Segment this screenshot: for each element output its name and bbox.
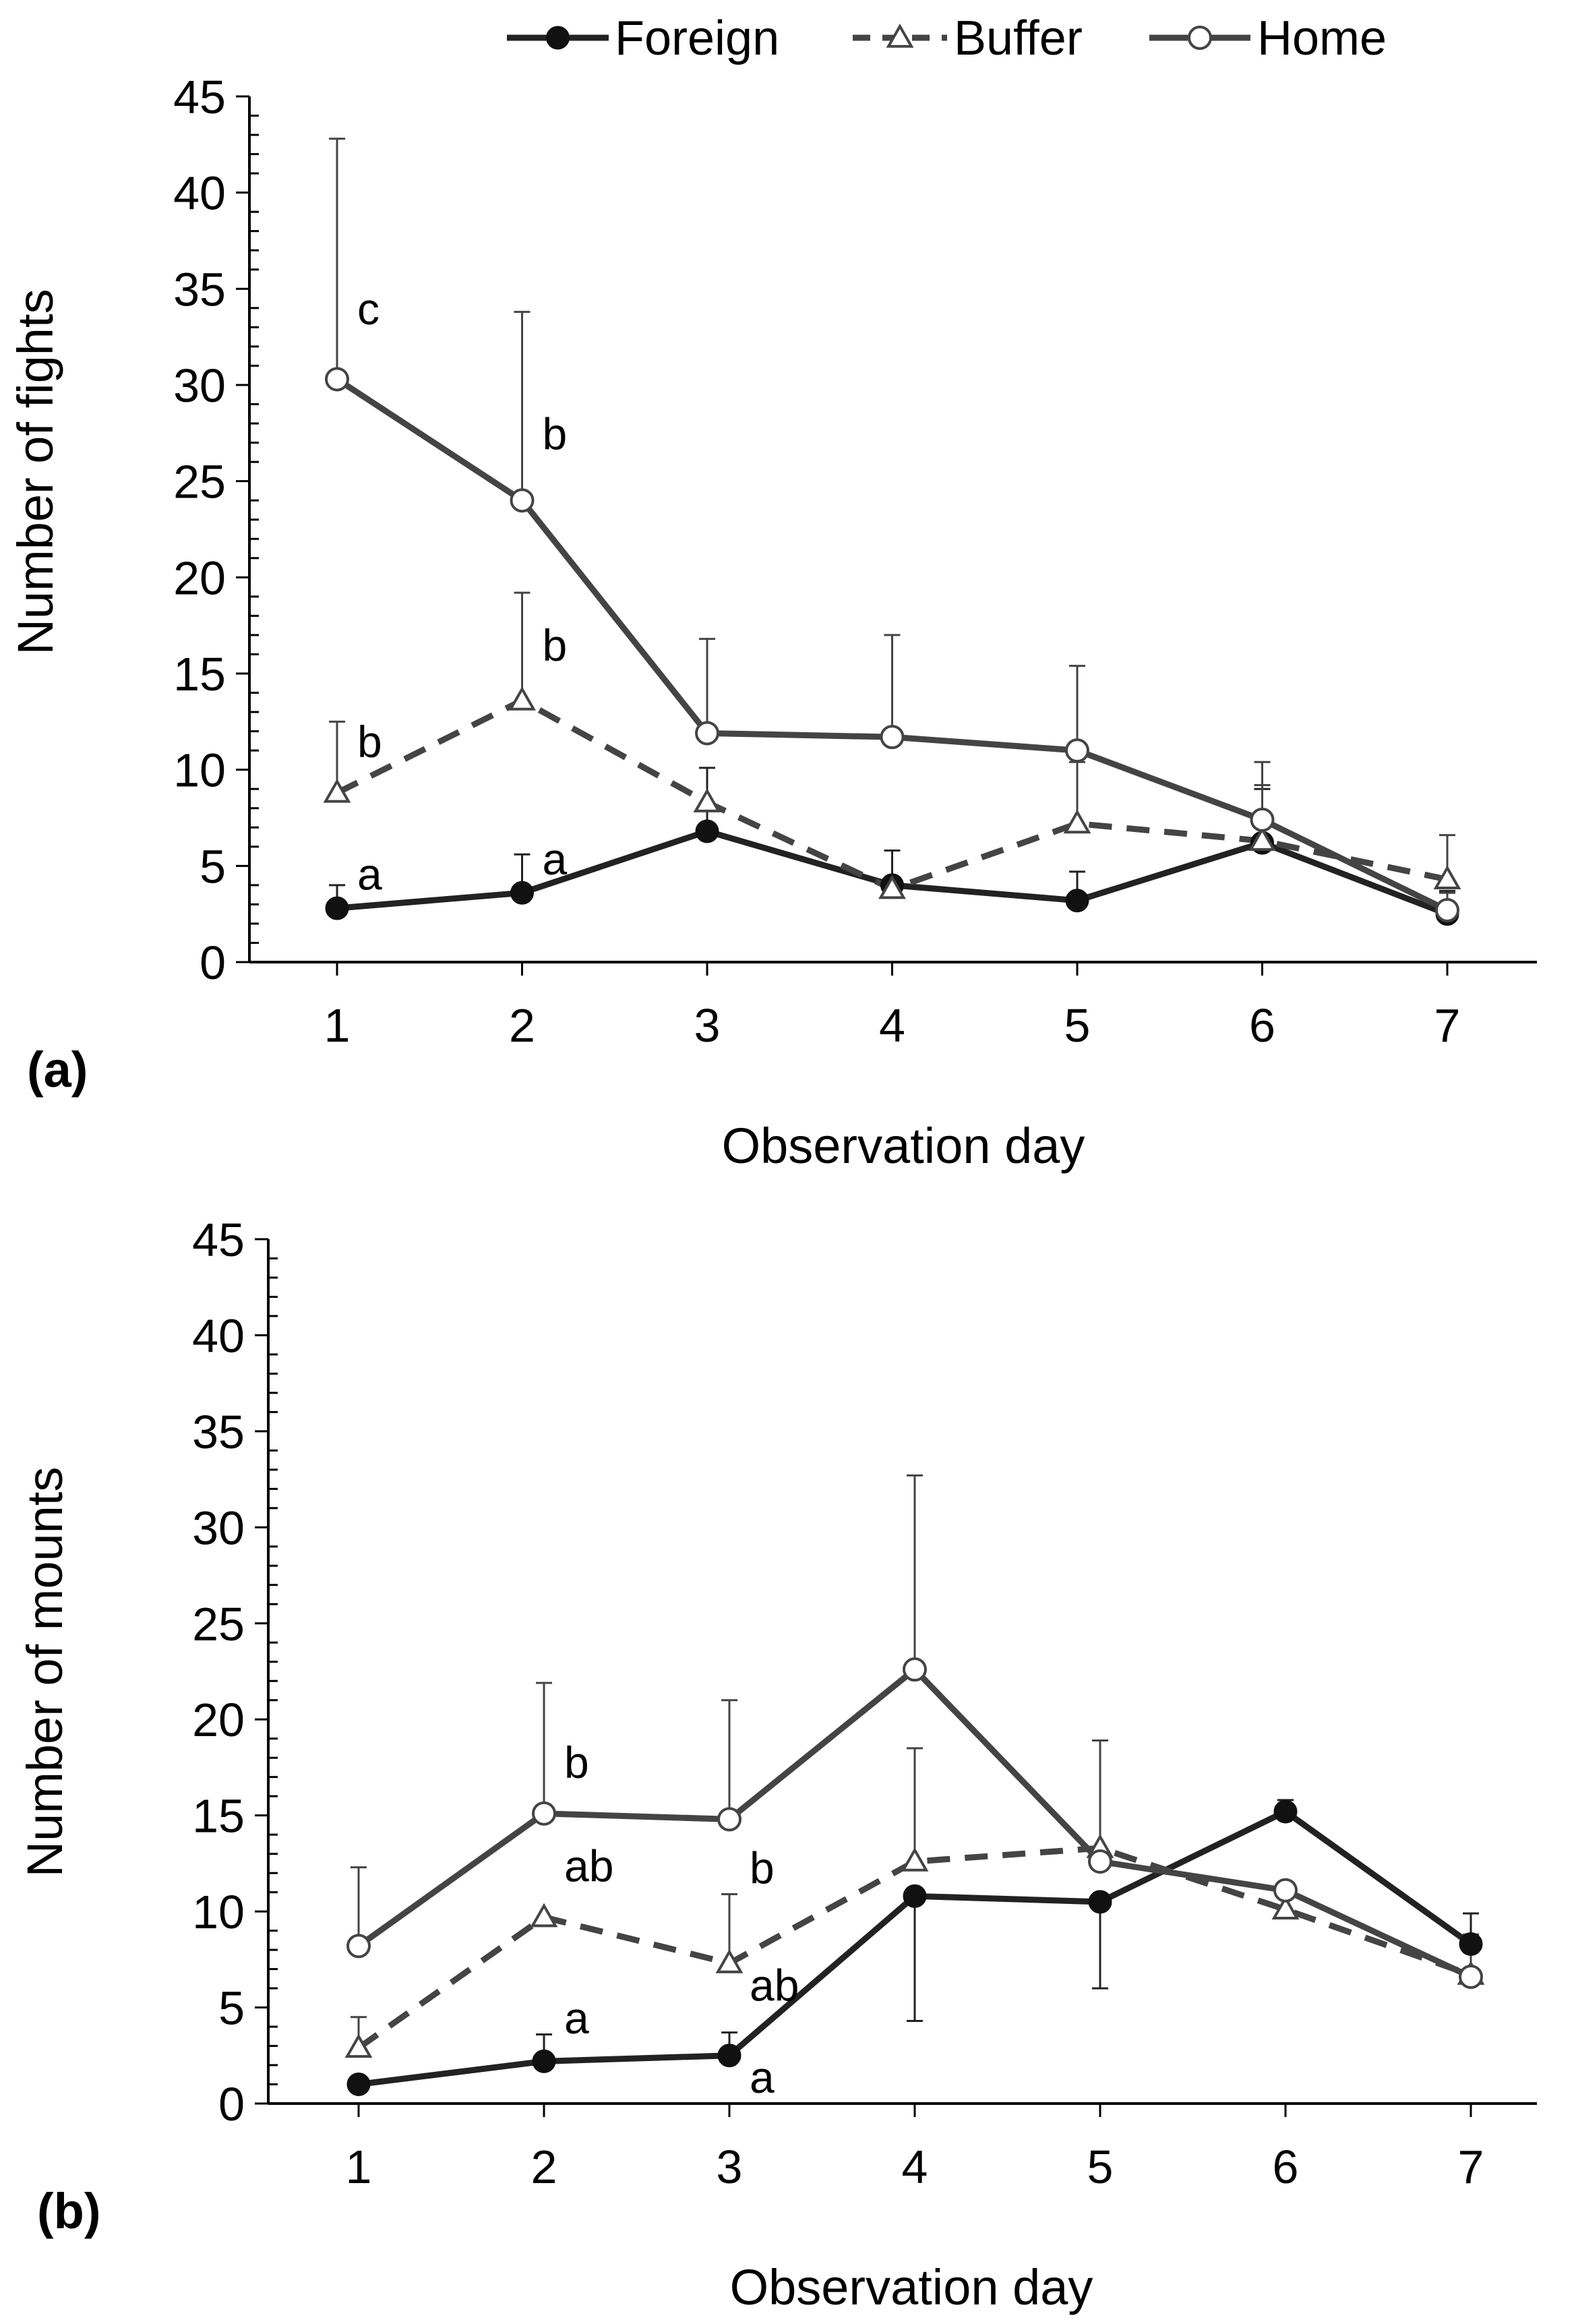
significance-letter: c [357, 284, 380, 334]
x-tick-label: 7 [1458, 2141, 1484, 2193]
y-axis-title: Number of fights [7, 289, 63, 655]
legend-label-foreign: Foreign [615, 11, 779, 65]
y-tick-label: 40 [192, 1309, 245, 1362]
y-tick-label: 25 [173, 456, 226, 508]
legend: Foreign Buffer Home [507, 11, 1387, 65]
y-tick-label: 45 [173, 71, 226, 123]
data-point-buffer [715, 1948, 744, 1973]
panel-label: (a) [27, 1042, 88, 1098]
significance-letter: a [543, 834, 568, 884]
data-point-home [532, 1801, 556, 1826]
y-tick-label: 35 [173, 263, 226, 316]
x-tick-label: 3 [717, 2141, 743, 2193]
y-tick-label: 5 [200, 840, 226, 893]
data-point-home [880, 725, 905, 750]
y-tick-label: 15 [173, 648, 226, 701]
significance-letter: ab [564, 1841, 613, 1891]
data-point-home [346, 1934, 371, 1959]
x-tick-label: 1 [346, 2141, 372, 2193]
significance-letter: b [750, 1843, 775, 1893]
data-point-home [325, 367, 349, 392]
x-tick-label: 5 [1087, 2141, 1114, 2193]
data-point-buffer [878, 874, 906, 899]
data-point-buffer [901, 1847, 929, 1872]
significance-letter: b [564, 1737, 589, 1787]
data-point-home [1250, 807, 1275, 832]
x-tick-label: 6 [1273, 2141, 1299, 2193]
data-point-buffer [1271, 1895, 1300, 1920]
significance-letter: a [357, 850, 382, 899]
data-point-foreign [903, 1884, 927, 1908]
y-tick-label: 45 [192, 1214, 245, 1266]
x-tick-label: 2 [531, 2141, 557, 2193]
data-point-home [1065, 738, 1089, 763]
data-point-home [717, 1807, 741, 1832]
y-tick-label: 20 [192, 1694, 245, 1746]
x-axis-title: Observation day [730, 2259, 1093, 2315]
y-tick-label: 15 [192, 1790, 245, 1843]
legend-marker-home [1188, 26, 1212, 50]
data-point-buffer [1248, 827, 1276, 851]
x-tick-label: 5 [1064, 999, 1091, 1052]
y-tick-label: 40 [173, 167, 226, 220]
legend-marker-buffer [886, 23, 914, 48]
data-point-buffer [693, 788, 721, 812]
data-point-foreign [1065, 889, 1089, 913]
significance-letter: a [750, 2052, 775, 2102]
y-tick-label: 10 [173, 744, 226, 797]
data-point-buffer [323, 778, 351, 803]
data-point-foreign [532, 2049, 556, 2073]
data-point-buffer [1063, 809, 1091, 834]
significance-letter: b [543, 409, 568, 458]
significance-letter: a [564, 1993, 589, 2043]
panel-label: (b) [37, 2183, 101, 2239]
data-point-foreign [1088, 1890, 1112, 1914]
x-axis-title: Observation day [722, 1118, 1085, 1174]
y-axis-title: Number of mounts [17, 1467, 73, 1878]
data-point-home [1435, 897, 1459, 922]
y-tick-label: 35 [192, 1406, 245, 1458]
y-tick-label: 30 [173, 359, 226, 412]
data-point-foreign [1273, 1799, 1298, 1824]
data-point-foreign [717, 2044, 741, 2068]
data-point-foreign [346, 2073, 371, 2097]
data-point-buffer [1433, 865, 1461, 890]
x-tick-label: 3 [694, 999, 721, 1052]
y-tick-label: 30 [192, 1501, 245, 1554]
x-tick-label: 1 [324, 999, 351, 1052]
data-point-foreign [325, 896, 349, 920]
y-tick-label: 10 [192, 1886, 245, 1938]
data-point-buffer [344, 2033, 373, 2058]
data-point-home [1459, 1964, 1483, 1989]
y-tick-label: 0 [200, 936, 226, 989]
y-tick-label: 5 [218, 1982, 245, 2035]
data-point-foreign [1459, 1932, 1483, 1957]
data-point-foreign [510, 881, 534, 905]
significance-letter: b [543, 620, 568, 670]
data-point-home [903, 1657, 927, 1682]
y-tick-label: 20 [173, 552, 226, 604]
x-tick-label: 4 [879, 999, 905, 1052]
data-point-home [510, 488, 535, 513]
x-tick-label: 2 [509, 999, 535, 1052]
significance-letter: ab [750, 1960, 799, 2010]
data-point-foreign [695, 819, 719, 843]
data-point-home [695, 721, 719, 746]
data-point-home [1273, 1878, 1298, 1903]
y-tick-label: 25 [192, 1598, 245, 1650]
legend-label-buffer: Buffer [954, 11, 1083, 65]
y-tick-label: 0 [218, 2078, 245, 2131]
legend-label-home: Home [1257, 11, 1387, 65]
data-point-buffer [530, 1903, 558, 1928]
x-tick-label: 7 [1434, 999, 1461, 1052]
data-point-home [1088, 1849, 1112, 1874]
data-point-buffer [508, 686, 536, 711]
x-tick-label: 6 [1249, 999, 1275, 1052]
significance-letter: b [357, 717, 382, 767]
legend-marker-foreign [546, 26, 570, 50]
x-tick-label: 4 [902, 2141, 928, 2193]
